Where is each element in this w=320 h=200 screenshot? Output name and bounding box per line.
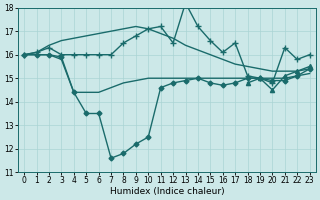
X-axis label: Humidex (Indice chaleur): Humidex (Indice chaleur) [109, 187, 224, 196]
